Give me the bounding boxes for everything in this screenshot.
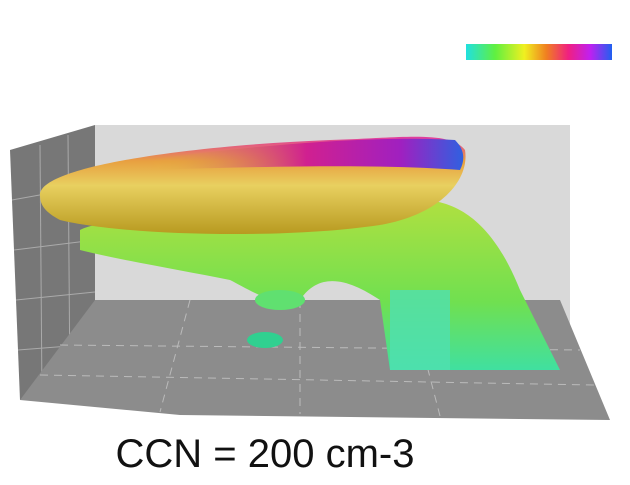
cloud-anvil-top xyxy=(150,138,464,170)
caption: CCN = 200 cm-3 xyxy=(115,432,415,476)
cloud-fragment xyxy=(255,290,305,310)
cloud-fragment xyxy=(247,332,283,348)
cloud-column xyxy=(390,290,450,370)
color-bar xyxy=(466,44,612,60)
